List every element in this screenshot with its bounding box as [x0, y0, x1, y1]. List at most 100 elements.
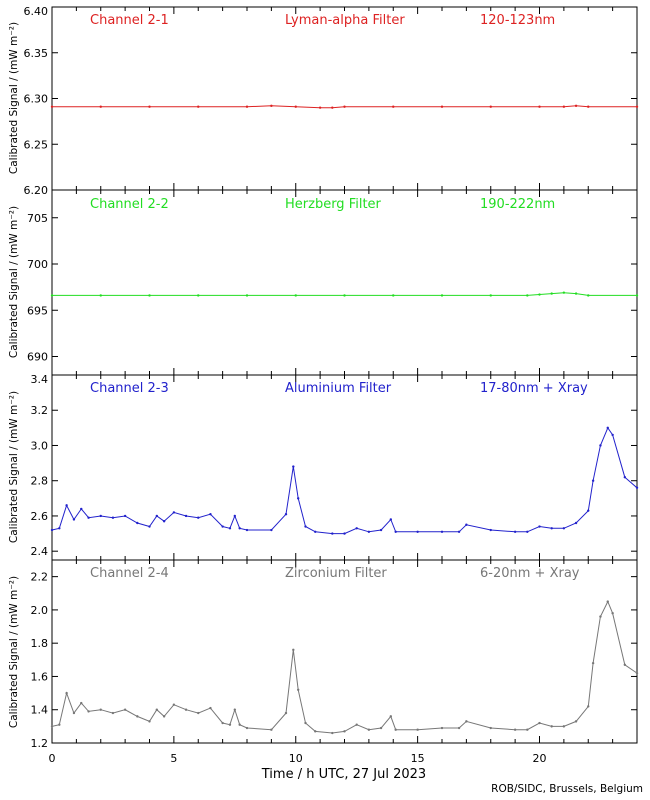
- data-point: [99, 294, 102, 297]
- data-point: [465, 523, 468, 526]
- data-point: [343, 294, 346, 297]
- data-point: [65, 504, 68, 507]
- data-point: [50, 105, 54, 108]
- data-point: [538, 525, 541, 528]
- data-point: [591, 661, 595, 665]
- filter-label: Lyman-alpha Filter: [285, 13, 405, 28]
- data-point: [184, 514, 188, 518]
- data-point: [148, 294, 151, 297]
- data-point: [148, 105, 151, 108]
- y-tick-label: 2.0: [31, 604, 49, 617]
- y-tick-label: 705: [27, 212, 48, 225]
- band-label: 17-80nm + Xray: [480, 381, 588, 396]
- data-point: [538, 105, 541, 108]
- data-point: [331, 731, 334, 735]
- channel-label: Channel 2-2: [90, 197, 169, 212]
- x-tick-label: 0: [49, 752, 56, 765]
- data-point: [416, 530, 419, 534]
- data-point: [296, 688, 300, 691]
- y-tick-label: 6.35: [24, 47, 49, 60]
- data-point: [58, 723, 61, 726]
- data-point: [635, 105, 639, 108]
- y-tick-label: 2.8: [31, 475, 49, 488]
- data-point: [389, 518, 393, 521]
- data-point: [440, 530, 444, 534]
- data-point: [606, 600, 609, 603]
- panel-channel-2-2: 690 695 700 705 Channel 2-2 Herzberg Filter…: [8, 189, 639, 376]
- data-point: [245, 528, 249, 532]
- data-point: [635, 294, 639, 297]
- data-point: [457, 726, 461, 730]
- data-point: [416, 728, 419, 731]
- data-point: [367, 530, 371, 534]
- credit-text: ROB/SIDC, Brussels, Belgium: [491, 783, 643, 795]
- band-label: 120-123nm: [480, 13, 555, 28]
- data-point: [355, 527, 358, 530]
- data-point: [228, 723, 232, 726]
- data-point: [440, 726, 444, 730]
- data-point: [343, 105, 346, 108]
- y-axis-title: Calibrated Signal / (mW m⁻²): [8, 391, 20, 543]
- data-point: [148, 720, 151, 723]
- data-point: [343, 532, 346, 535]
- data-point: [489, 294, 492, 297]
- data-point: [270, 104, 273, 108]
- data-point: [162, 715, 166, 718]
- filter-label: Aluminium Filter: [285, 381, 392, 396]
- data-point: [209, 706, 212, 710]
- data-point: [611, 612, 614, 615]
- data-point: [599, 615, 602, 618]
- data-point: [489, 528, 492, 532]
- panel-channel-2-1: 6.20 6.25 6.30 6.35 6.40 Channel 2-1 Lyman-a…: [8, 5, 639, 197]
- data-point: [304, 525, 307, 528]
- data-point: [587, 509, 590, 512]
- y-tick-label: 3.4: [31, 373, 49, 386]
- y-tick-label: 3.2: [31, 404, 49, 417]
- data-point: [457, 530, 461, 534]
- data-point: [489, 726, 492, 730]
- data-point: [331, 106, 334, 109]
- series-line-channel-2-3: [51, 426, 638, 535]
- data-point: [587, 105, 590, 108]
- data-point: [623, 663, 627, 667]
- data-point: [284, 711, 288, 715]
- data-point: [172, 511, 176, 514]
- panel-channel-2-4: 1.2 1.4 1.6 1.8 2.0 2.2 Channel 2-4 Zirconium…: [8, 559, 639, 750]
- data-point: [221, 525, 224, 528]
- y-axis-title: Calibrated Signal / (mW m⁻²): [8, 22, 20, 174]
- data-point: [172, 703, 176, 706]
- data-point: [489, 105, 492, 108]
- data-point: [155, 708, 159, 711]
- panel-frame: [51, 6, 638, 191]
- data-point: [292, 465, 295, 468]
- y-axis-title: Calibrated Signal / (mW m⁻²): [8, 576, 20, 728]
- data-point: [270, 728, 273, 731]
- data-point: [197, 105, 200, 108]
- x-tick-label: 5: [170, 752, 177, 765]
- data-point: [574, 720, 578, 723]
- data-point: [526, 294, 529, 297]
- band-label: 6-20nm + Xray: [480, 566, 580, 581]
- y-tick-label: 1.6: [31, 670, 49, 683]
- series-line-channel-2-1: [52, 105, 637, 109]
- y-tick-label: 700: [27, 258, 48, 271]
- x-axis-title: Time / h UTC, 27 Jul 2023: [261, 767, 426, 782]
- series-points-channel-2-2: [50, 291, 639, 297]
- data-point: [245, 294, 249, 297]
- data-point: [343, 730, 346, 733]
- data-point: [65, 691, 68, 695]
- data-point: [245, 105, 249, 108]
- data-point: [314, 730, 317, 733]
- data-point: [304, 721, 307, 725]
- data-point: [296, 497, 300, 500]
- data-point: [72, 518, 76, 521]
- data-point: [72, 711, 76, 715]
- data-point: [611, 433, 614, 437]
- y-tick-label: 1.4: [31, 704, 49, 717]
- data-point: [440, 294, 444, 297]
- x-tick-label: 10: [289, 752, 303, 765]
- series-points-channel-2-4: [50, 600, 639, 735]
- y-tick-label: 1.8: [31, 637, 49, 650]
- data-point: [394, 530, 397, 534]
- channel-label: Channel 2-4: [90, 566, 169, 581]
